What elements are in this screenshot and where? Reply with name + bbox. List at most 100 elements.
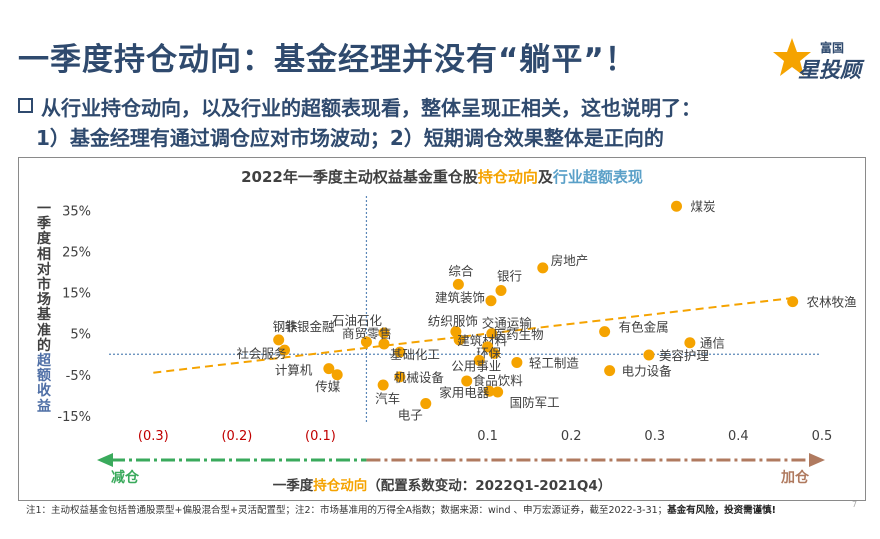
chart-title-part-1: 2022年一季度主动权益基金重仓股	[241, 168, 478, 186]
y-axis-label-char: 额	[37, 368, 51, 385]
data-point-label: 建筑装饰	[435, 290, 485, 305]
y-axis-label-char: 对	[37, 261, 51, 278]
y-axis-label-char: 超	[37, 353, 51, 370]
subtitle-line-1-text: 从行业持仓动向，以及行业的超额表现看，整体呈现正相关，这也说明了：	[41, 96, 701, 120]
page-number: 7	[852, 500, 858, 509]
data-point-label: 医药生物	[494, 327, 544, 342]
y-axis-label-char: 度	[37, 231, 51, 248]
data-point	[378, 338, 390, 350]
scatter-plot: -15% -5% 5% 15% 25% 35% (0.3) (0.2) (0.1) 0.1 0.2 0…	[57, 196, 857, 494]
data-point-label: 电子	[398, 408, 423, 423]
y-axis-label-char: 准	[37, 322, 51, 339]
data-point-label: 公用事业	[451, 358, 501, 373]
data-point-label: 家用电器	[439, 385, 490, 400]
y-tick-label: 35%	[62, 204, 91, 219]
page-title: 一季度持仓动向：基金经理并没有“躺平”！	[18, 42, 637, 78]
data-point	[537, 262, 549, 274]
data-point	[323, 363, 335, 375]
data-point	[599, 326, 611, 338]
footnote: 注1：主动权益基金包括普通股票型+偏股混合型+灵活配置型；注2：市场基准用的万得…	[26, 504, 861, 517]
footnote-risk-warning: 基金有风险，投资需谨慎!	[667, 505, 776, 516]
chart-title-part-3: 及	[537, 168, 553, 186]
data-point-label: 基础化工	[390, 347, 440, 362]
data-point-label: 社会服务	[237, 346, 287, 361]
data-point-label: 商贸零售	[342, 326, 392, 341]
data-point	[604, 365, 616, 377]
data-point-label: 煤炭	[691, 199, 716, 214]
data-point	[495, 285, 507, 296]
data-point	[684, 337, 696, 349]
data-point-label: 农林牧渔	[807, 295, 857, 310]
data-point	[394, 346, 406, 358]
y-tick-label: 5%	[70, 328, 91, 343]
x-axis-label-part: 一季度	[273, 477, 314, 494]
y-axis-label-char: 一	[37, 201, 51, 217]
subtitle-line-2: 1）基金经理有通过调仓应对市场波动；2）短期调仓效果整体是正向的	[36, 126, 664, 150]
data-point-label: 通信	[700, 336, 725, 351]
x-tick-label: 0.5	[812, 429, 833, 444]
x-tick-label: 0.3	[644, 429, 665, 444]
data-point-label: 有色金属	[619, 320, 669, 335]
data-point	[483, 385, 495, 397]
brand-logo: 富国 星投顾	[772, 36, 868, 82]
data-point	[377, 379, 389, 391]
subtitle-line-1: 从行业持仓动向，以及行业的超额表现看，整体呈现正相关，这也说明了：	[18, 92, 701, 121]
data-point	[488, 347, 500, 359]
x-tick-label: (0.2)	[221, 429, 252, 444]
data-point	[485, 295, 497, 307]
reduce-label: 减仓	[111, 469, 140, 486]
y-tick-label: 25%	[62, 245, 91, 260]
data-point	[420, 398, 432, 410]
reduce-arrow-head	[97, 453, 113, 467]
chart-title-part-2: 持仓动向	[477, 168, 538, 186]
data-point	[492, 386, 504, 398]
data-point	[453, 334, 465, 346]
y-axis-label-char: 场	[37, 292, 51, 309]
data-point	[331, 369, 343, 381]
chart-title: 2022年一季度主动权益基金重仓股持仓动向及行业超额表现	[19, 166, 865, 187]
data-point	[378, 327, 390, 339]
x-axis-label-part: （配置系数变动：2022Q1-2021Q4）	[367, 477, 611, 494]
data-point	[461, 375, 473, 387]
data-point-label: 轻工制造	[529, 355, 580, 370]
data-point-label: 综合	[448, 263, 474, 278]
data-point-label: 计算机	[275, 363, 313, 378]
y-axis-label-char: 市	[37, 277, 51, 294]
data-point	[671, 200, 683, 212]
data-point-label: 电力设备	[622, 364, 673, 379]
y-tick-label: -15%	[57, 410, 91, 425]
footnote-text: 注1：主动权益基金包括普通股票型+偏股混合型+灵活配置型；注2：市场基准用的万得…	[26, 505, 668, 516]
data-point-label: 建筑材料	[457, 333, 508, 348]
chart-title-part-4: 行业超额表现	[552, 168, 643, 186]
data-point-label: 交通运输	[482, 316, 533, 331]
y-axis-label-char: 季	[37, 216, 51, 233]
data-point-label: 石油石化	[332, 313, 383, 328]
data-point-label: 银行	[497, 269, 522, 284]
x-axis-label: 一季度持仓动向（配置系数变动：2022Q1-2021Q4）	[273, 477, 612, 494]
x-tick-label: 0.4	[728, 429, 749, 444]
x-tick-label: 0.1	[477, 429, 498, 444]
data-point-label: 纺织服饰	[428, 314, 478, 329]
x-tick-label: (0.1)	[305, 429, 336, 444]
y-axis-label: 一季度相对市场基准的超额收益	[35, 201, 53, 415]
data-point-label: 房地产	[551, 253, 589, 268]
y-axis-label-char: 收	[37, 383, 51, 400]
y-axis-label-char: 基	[37, 307, 51, 324]
add-label: 加仓	[780, 469, 810, 486]
add-arrow-head	[809, 453, 825, 467]
data-point	[273, 334, 285, 346]
x-axis-label-part: 持仓动向	[313, 477, 367, 494]
y-axis-label-char: 益	[37, 398, 51, 415]
data-point-label: 食品饮料	[473, 373, 524, 388]
data-point-label: 国防军工	[510, 395, 560, 410]
data-point-label: 非银金融	[284, 319, 335, 334]
y-tick-label: 15%	[62, 287, 91, 302]
data-point	[452, 278, 464, 290]
data-point-label: 汽车	[375, 391, 400, 406]
chart-panel: 2022年一季度主动权益基金重仓股持仓动向及行业超额表现 一季度相对市场基准的超…	[18, 157, 866, 501]
x-tick-label: (0.3)	[138, 429, 169, 444]
data-point	[643, 349, 655, 361]
square-bullet-icon	[18, 98, 33, 113]
data-point-label: 机械设备	[394, 370, 445, 385]
y-axis-label-char: 的	[37, 337, 51, 354]
